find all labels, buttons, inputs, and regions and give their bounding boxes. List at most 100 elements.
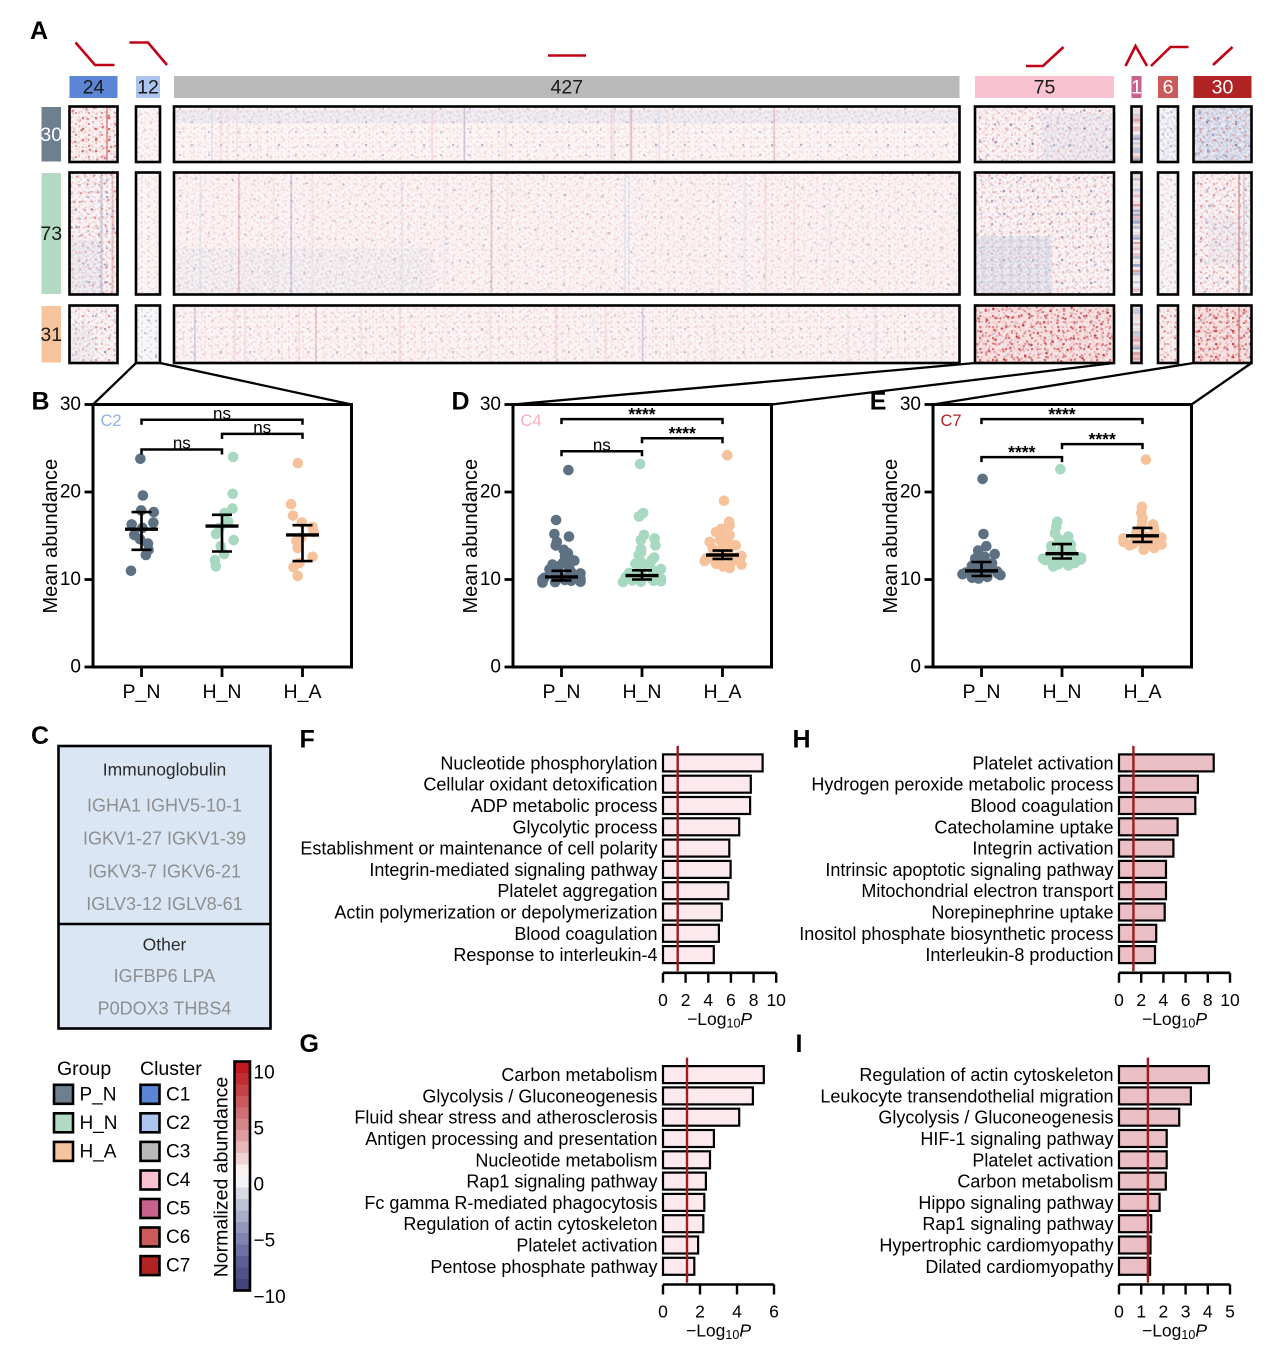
svg-text:Fc gamma R-mediated phagocytos: Fc gamma R-mediated phagocytosis [364, 1193, 657, 1213]
svg-text:H_A: H_A [1124, 681, 1162, 703]
svg-text:−5: −5 [254, 1231, 276, 1252]
svg-text:Glycolytic process: Glycolytic process [512, 817, 657, 837]
svg-text:Actin polymerization or depoly: Actin polymerization or depolymerization [334, 903, 657, 923]
svg-text:H_N: H_N [80, 1113, 118, 1134]
svg-text:Mean abundance: Mean abundance [460, 459, 482, 614]
svg-text:4: 4 [1159, 990, 1169, 1010]
svg-text:C2: C2 [101, 412, 122, 430]
svg-text:3: 3 [1181, 1302, 1191, 1322]
svg-text:−Log10P: −Log10P [1142, 1321, 1207, 1343]
svg-text:10: 10 [900, 569, 921, 590]
svg-text:Cluster: Cluster [140, 1058, 202, 1080]
svg-text:20: 20 [900, 482, 921, 503]
svg-text:24: 24 [83, 77, 105, 99]
svg-text:ns: ns [593, 435, 611, 454]
svg-text:ADP metabolic process: ADP metabolic process [471, 796, 658, 816]
svg-text:Mean abundance: Mean abundance [880, 459, 902, 614]
svg-text:ns: ns [253, 418, 271, 437]
svg-text:C3: C3 [166, 1141, 190, 1162]
svg-text:Carbon metabolism: Carbon metabolism [957, 1172, 1113, 1192]
svg-text:H_N: H_N [1042, 681, 1081, 703]
svg-text:****: **** [1089, 429, 1116, 449]
svg-text:Fluid shear stress and atheros: Fluid shear stress and atherosclerosis [354, 1108, 657, 1128]
svg-text:1: 1 [1131, 77, 1142, 99]
svg-text:2: 2 [1159, 1302, 1169, 1322]
svg-text:Hydrogen peroxide metabolic pr: Hydrogen peroxide metabolic process [811, 775, 1113, 795]
svg-text:Mitochondrial electron transpo: Mitochondrial electron transport [861, 881, 1113, 901]
svg-text:C2: C2 [166, 1113, 190, 1134]
svg-text:20: 20 [60, 482, 81, 503]
svg-text:C1: C1 [166, 1084, 190, 1105]
svg-text:2: 2 [695, 1302, 705, 1322]
svg-text:C4: C4 [521, 412, 542, 430]
svg-text:4: 4 [1203, 1302, 1213, 1322]
svg-text:IGKV1-27 IGKV1-39: IGKV1-27 IGKV1-39 [83, 829, 246, 849]
svg-text:30: 30 [480, 394, 501, 415]
svg-text:Normalized abundance: Normalized abundance [211, 1077, 233, 1278]
svg-text:Catecholamine uptake: Catecholamine uptake [934, 817, 1113, 837]
svg-text:Hypertrophic cardiomyopathy: Hypertrophic cardiomyopathy [879, 1236, 1113, 1256]
svg-text:427: 427 [551, 77, 584, 99]
svg-text:Blood coagulation: Blood coagulation [970, 796, 1113, 816]
svg-text:Norepinephrine uptake: Norepinephrine uptake [931, 903, 1113, 923]
svg-text:6: 6 [1163, 77, 1174, 99]
svg-text:Carbon metabolism: Carbon metabolism [501, 1065, 657, 1085]
svg-text:5: 5 [1225, 1302, 1235, 1322]
svg-text:P_N: P_N [963, 681, 1001, 703]
svg-text:75: 75 [1034, 77, 1056, 99]
svg-text:Leukocyte transendothelial mig: Leukocyte transendothelial migration [820, 1086, 1113, 1106]
svg-text:I: I [796, 1030, 803, 1058]
svg-text:G: G [300, 1030, 319, 1058]
svg-text:Platelet activation: Platelet activation [972, 753, 1113, 773]
svg-text:Blood coagulation: Blood coagulation [514, 924, 657, 944]
svg-text:Nucleotide phosphorylation: Nucleotide phosphorylation [440, 753, 657, 773]
svg-text:6: 6 [1181, 990, 1191, 1010]
svg-text:10: 10 [60, 569, 81, 590]
svg-text:H_A: H_A [284, 681, 322, 703]
svg-text:−Log10P: −Log10P [687, 1009, 752, 1031]
svg-text:10: 10 [480, 569, 501, 590]
svg-text:D: D [452, 388, 470, 416]
svg-text:Platelet activation: Platelet activation [516, 1236, 657, 1256]
svg-text:Dilated cardiomyopathy: Dilated cardiomyopathy [925, 1257, 1113, 1277]
svg-text:P0DOX3 THBS4: P0DOX3 THBS4 [98, 999, 232, 1019]
svg-text:****: **** [1048, 404, 1075, 424]
svg-text:Rap1 signaling pathway: Rap1 signaling pathway [466, 1172, 657, 1192]
svg-text:Regulation of actin cytoskelet: Regulation of actin cytoskeleton [859, 1065, 1113, 1085]
svg-text:0: 0 [658, 990, 668, 1010]
svg-text:Integrin-mediated signaling pa: Integrin-mediated signaling pathway [369, 860, 657, 880]
svg-text:Rap1 signaling pathway: Rap1 signaling pathway [922, 1214, 1113, 1234]
svg-text:C7: C7 [166, 1256, 190, 1277]
svg-text:IGLV3-12 IGLV8-61: IGLV3-12 IGLV8-61 [86, 894, 242, 914]
svg-text:30: 30 [60, 394, 81, 415]
svg-text:0: 0 [70, 657, 81, 678]
svg-text:Immunoglobulin: Immunoglobulin [103, 760, 227, 780]
svg-text:Group: Group [57, 1058, 111, 1080]
svg-text:IGFBP6 LPA: IGFBP6 LPA [114, 966, 216, 986]
svg-text:0: 0 [1114, 1302, 1124, 1322]
svg-text:****: **** [669, 423, 696, 443]
svg-text:−Log10P: −Log10P [1142, 1009, 1207, 1031]
svg-text:A: A [30, 17, 48, 45]
svg-text:6: 6 [769, 1302, 779, 1322]
svg-text:C4: C4 [166, 1170, 191, 1191]
svg-text:6: 6 [726, 990, 736, 1010]
svg-text:10: 10 [1220, 990, 1240, 1010]
svg-text:10: 10 [254, 1063, 275, 1084]
svg-text:30: 30 [900, 394, 921, 415]
svg-text:H_A: H_A [704, 681, 742, 703]
svg-text:0: 0 [1114, 990, 1124, 1010]
svg-text:Mean abundance: Mean abundance [40, 459, 62, 614]
svg-text:1: 1 [1136, 1302, 1146, 1322]
svg-text:73: 73 [40, 223, 62, 245]
svg-text:−10: −10 [254, 1287, 286, 1308]
svg-text:8: 8 [1203, 990, 1213, 1010]
svg-text:Interleukin-8 production: Interleukin-8 production [925, 945, 1113, 965]
svg-text:****: **** [628, 404, 655, 424]
svg-text:Glycolysis / Gluconeogenesis: Glycolysis / Gluconeogenesis [878, 1108, 1113, 1128]
svg-text:30: 30 [1212, 77, 1234, 99]
svg-text:Platelet activation: Platelet activation [972, 1150, 1113, 1170]
svg-text:30: 30 [40, 124, 62, 146]
svg-text:Other: Other [143, 935, 187, 955]
svg-text:4: 4 [732, 1302, 742, 1322]
